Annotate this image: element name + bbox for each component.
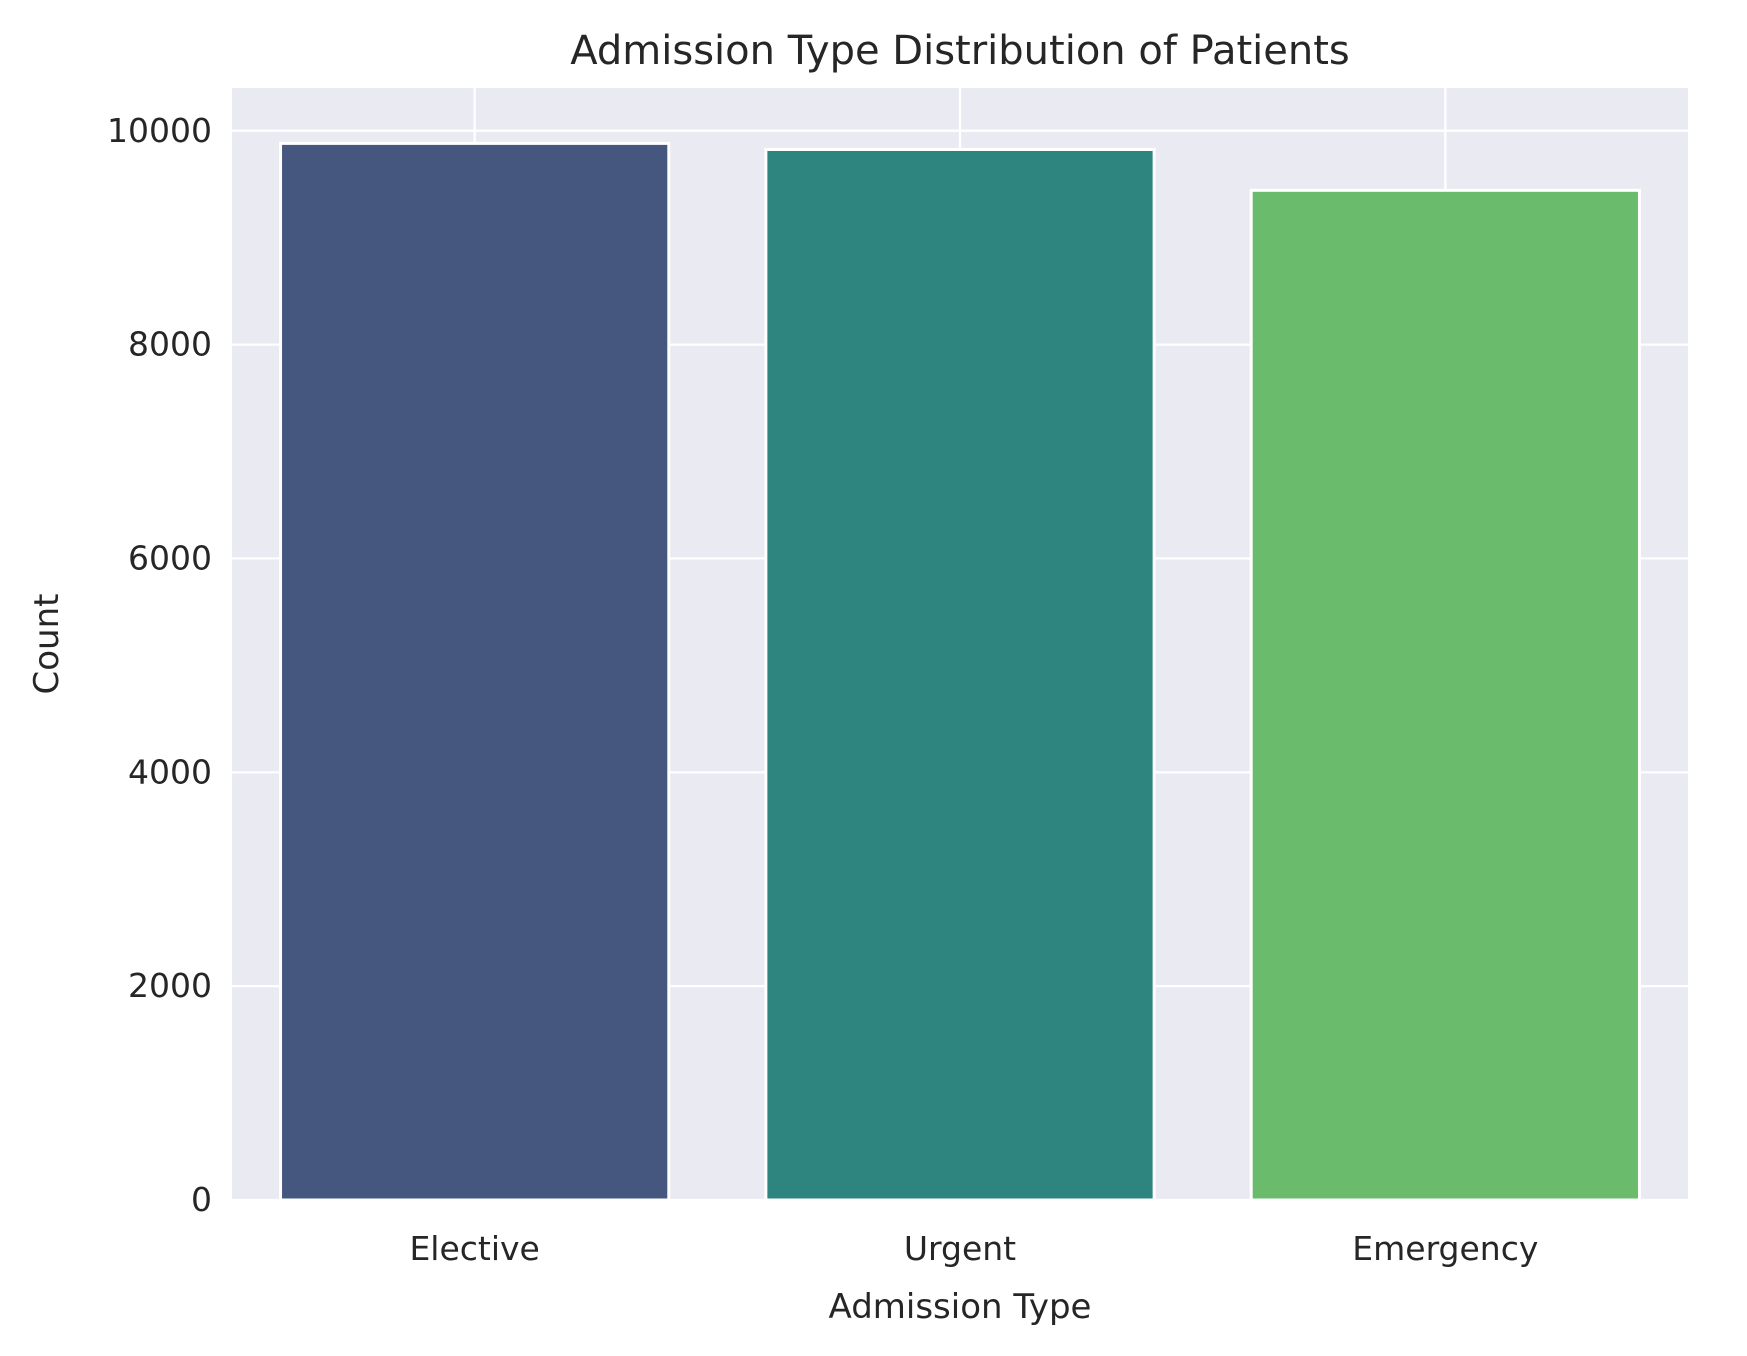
y-tick-label-2: 4000: [128, 752, 212, 791]
bar-urgent: [764, 147, 1156, 1202]
x-tick-label-emergency: Emergency: [1352, 1229, 1538, 1268]
x-axis-label: Admission Type: [829, 1287, 1092, 1327]
x-axis-ticks: Elective Urgent Emergency: [409, 1229, 1538, 1268]
y-tick-label-3: 6000: [128, 538, 212, 577]
chart-title: Admission Type Distribution of Patients: [570, 28, 1350, 74]
y-axis-label: Count: [27, 594, 67, 695]
y-tick-label-1: 2000: [128, 966, 212, 1005]
y-tick-label-5: 10000: [107, 111, 212, 150]
x-tick-label-elective: Elective: [409, 1229, 539, 1268]
y-tick-label-4: 8000: [128, 325, 212, 364]
y-tick-label-0: 0: [191, 1180, 212, 1219]
bars: [279, 141, 1641, 1202]
y-axis-ticks: 0 2000 4000 6000 8000 10000: [107, 111, 212, 1219]
bar-emergency: [1249, 188, 1641, 1202]
x-tick-label-urgent: Urgent: [904, 1229, 1016, 1268]
bar-elective: [279, 141, 671, 1202]
